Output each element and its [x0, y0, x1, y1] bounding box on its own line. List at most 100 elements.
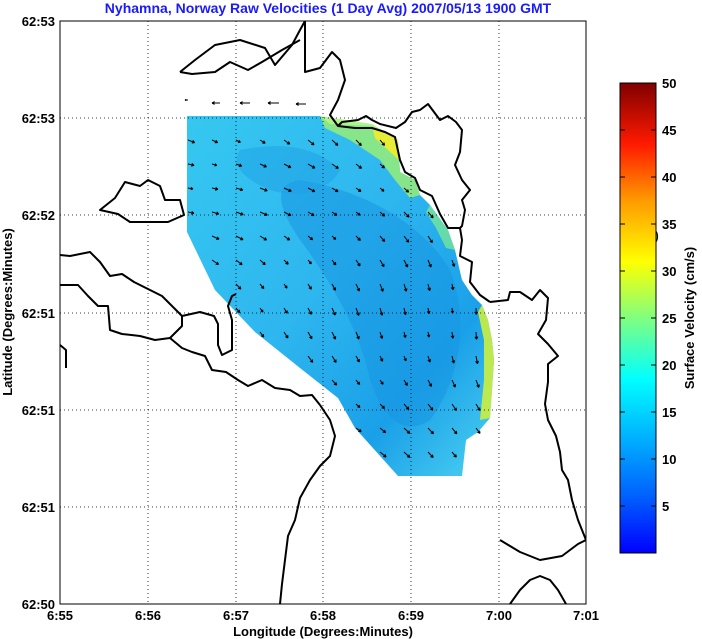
velocity-vector — [451, 379, 457, 388]
velocity-vector — [307, 139, 315, 146]
velocity-vector — [403, 283, 408, 292]
velocity-vector — [475, 427, 481, 434]
velocity-vector — [379, 331, 384, 339]
y-tick-label: 62:51 — [22, 306, 55, 321]
velocity-vector — [307, 355, 314, 363]
velocity-vector — [283, 259, 289, 265]
y-ticks: 62:53 62:53 62:52 62:51 62:51 62:51 62:5… — [22, 14, 55, 612]
velocity-vector — [283, 307, 288, 314]
velocity-vector — [331, 235, 337, 240]
velocity-vector — [211, 101, 220, 105]
velocity-vector — [475, 355, 479, 365]
velocity-vector — [379, 451, 387, 458]
velocity-vector — [379, 235, 386, 242]
velocity-vector — [379, 187, 385, 192]
velocity-vector — [355, 163, 363, 169]
y-tick-label: 62:50 — [22, 597, 55, 612]
colorbar-tick-label: 50 — [662, 76, 676, 91]
velocity-vector — [187, 163, 195, 167]
velocity-vector — [403, 427, 411, 434]
velocity-vector — [403, 235, 410, 243]
velocity-vector — [283, 163, 292, 169]
velocity-vector — [403, 451, 411, 458]
velocity-vector — [187, 139, 196, 144]
velocity-vector — [331, 187, 339, 193]
colorbar-tick-label: 30 — [662, 264, 676, 279]
velocity-vector — [211, 139, 219, 144]
velocity-vector — [331, 379, 338, 386]
velocity-vector — [355, 331, 360, 340]
velocity-vector — [211, 211, 220, 216]
x-tick-label: 6:58 — [310, 608, 336, 623]
velocity-vector — [307, 235, 314, 241]
colorbar-tick-label: 20 — [662, 358, 676, 373]
velocity-vector — [331, 139, 339, 146]
velocity-vector — [427, 259, 432, 268]
velocity-vector — [235, 163, 243, 168]
velocity-edge-north-hot — [372, 126, 399, 160]
velocity-vector — [403, 355, 407, 362]
velocity-vector — [211, 163, 218, 167]
x-tick-label: 6:56 — [135, 608, 161, 623]
velocity-vector — [403, 403, 410, 410]
velocity-edge-east — [478, 305, 494, 420]
velocity-vector — [187, 186, 194, 191]
velocity-vector — [259, 331, 265, 338]
y-axis-label: Latitude (Degrees:Minutes) — [0, 228, 15, 396]
velocity-vector — [355, 307, 360, 316]
velocity-vector — [259, 163, 267, 168]
velocity-vector — [355, 355, 360, 363]
velocity-vector — [403, 379, 408, 386]
velocity-vector — [379, 427, 387, 434]
velocity-vector — [307, 331, 313, 340]
velocity-vector — [355, 283, 361, 292]
velocity-vector — [355, 235, 361, 241]
colorbar-tick-label: 40 — [662, 170, 676, 185]
velocity-vector — [307, 259, 312, 265]
velocity-vector — [355, 211, 361, 216]
colorbar-tick-label: 10 — [662, 452, 676, 467]
velocity-vector — [283, 211, 292, 217]
velocity-vector — [187, 210, 195, 215]
x-tick-label: 6:57 — [223, 608, 249, 623]
velocity-vector — [475, 379, 480, 388]
velocity-vector — [475, 403, 481, 411]
velocity-vector — [379, 139, 386, 146]
velocity-vector — [259, 187, 268, 192]
colorbar-ticks: 5 10 15 20 25 30 35 40 45 50 — [620, 76, 676, 514]
velocity-vector — [283, 139, 291, 145]
velocity-vector — [211, 187, 219, 191]
velocity-vector — [235, 259, 243, 266]
velocity-vector — [331, 331, 337, 340]
velocity-vector — [211, 235, 220, 240]
velocity-vector — [307, 163, 316, 169]
velocity-vector — [427, 235, 433, 244]
velocity-vector — [427, 211, 434, 219]
x-tick-label: 7:00 — [486, 608, 512, 623]
velocity-vector — [267, 101, 279, 105]
velocity-vector — [379, 355, 384, 362]
velocity-vector — [379, 283, 384, 292]
velocity-vector — [379, 163, 385, 169]
velocity-vector — [307, 211, 315, 217]
velocity-vector — [427, 379, 433, 387]
velocity-vector — [427, 283, 431, 292]
velocity-vector — [307, 307, 312, 315]
velocity-vector — [259, 139, 266, 144]
velocity-vector — [184, 98, 188, 102]
velocity-vector — [355, 403, 361, 408]
colorbar-tick-label: 15 — [662, 405, 676, 420]
velocity-vector — [403, 259, 409, 268]
velocity-vector — [450, 331, 455, 339]
velocity-vector — [451, 451, 457, 458]
velocity-vector — [355, 187, 362, 192]
velocity-vector — [379, 259, 385, 268]
y-tick-label: 62:51 — [22, 403, 55, 418]
x-tick-label: 6:55 — [47, 608, 73, 623]
velocity-vector — [427, 355, 432, 363]
y-tick-label: 62:51 — [22, 500, 55, 515]
velocity-vector — [283, 331, 289, 339]
velocity-vector — [355, 139, 362, 147]
velocity-vector — [211, 259, 220, 266]
